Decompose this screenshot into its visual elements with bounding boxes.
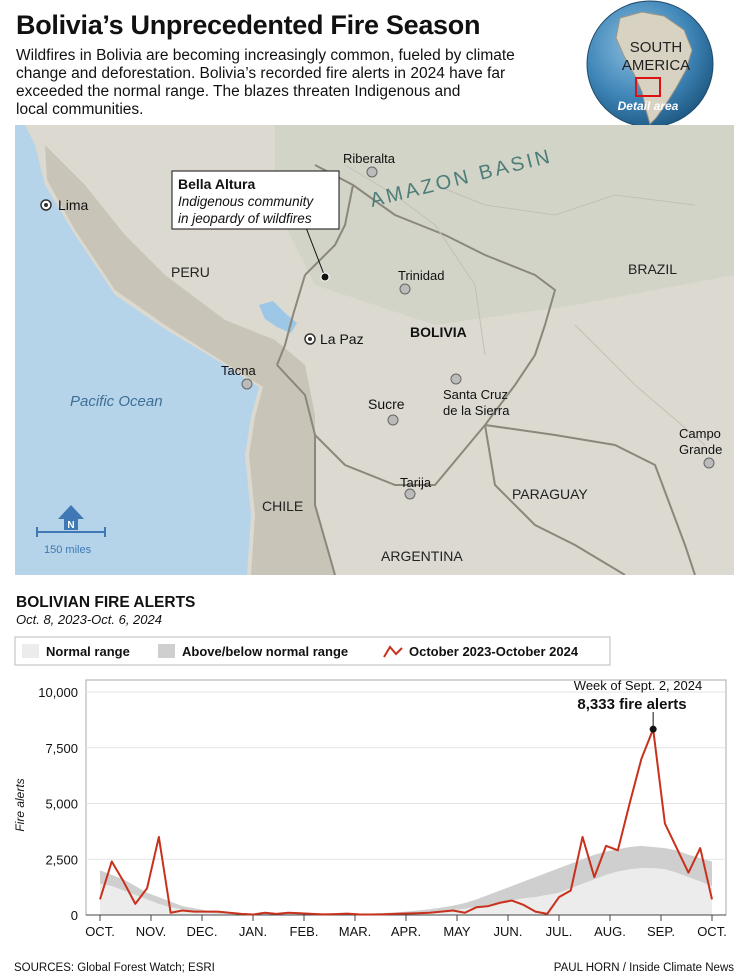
map: AMAZON BASIN Pacific Ocean PERU BOLIVIA … — [15, 125, 734, 575]
chart-title: BOLIVIAN FIRE ALERTS — [16, 594, 195, 611]
locator-globe: SOUTH AMERICA Detail area — [586, 0, 714, 128]
x-tick-label: JUL. — [546, 924, 573, 939]
ocean — [15, 125, 259, 575]
city-tarija: Tarija — [400, 475, 432, 500]
detail-area-label: Detail area — [618, 99, 679, 113]
svg-text:Bella Altura: Bella Altura — [178, 176, 255, 192]
bella-altura-callout: Bella Altura Indigenous community in jeo… — [171, 170, 340, 282]
ocean-label: Pacific Ocean — [70, 393, 163, 410]
country-peru: PERU — [171, 264, 210, 280]
intro-line: change and deforestation. Bolivia’s reco… — [16, 65, 506, 82]
chart-subtitle: Oct. 8, 2023-Oct. 6, 2024 — [16, 612, 162, 627]
north-arrow: N — [58, 505, 84, 531]
x-tick-label: OCT. — [85, 924, 115, 939]
svg-text:de la Sierra: de la Sierra — [443, 403, 510, 418]
city-santa-cruz: Santa Cruz de la Sierra — [443, 373, 510, 418]
normal-range-area — [100, 868, 712, 915]
svg-text:Grande: Grande — [679, 442, 722, 457]
country-chile: CHILE — [262, 498, 303, 514]
x-tick-label: AUG. — [594, 924, 626, 939]
city-campo-grande: Campo Grande — [679, 426, 722, 469]
svg-text:Campo: Campo — [679, 426, 721, 441]
scale-bar: 150 miles — [36, 527, 106, 556]
detail-area-box — [635, 77, 661, 97]
y-tick-label: 7,500 — [45, 741, 78, 756]
x-tick-label: DEC. — [186, 924, 217, 939]
series-line — [99, 728, 713, 916]
x-tick-label: FEB. — [290, 924, 319, 939]
svg-text:La Paz: La Paz — [320, 331, 364, 347]
y-tick-label: 0 — [71, 908, 78, 923]
credit-text: PAUL HORN / Inside Climate News — [553, 962, 734, 974]
intro-text: Wildfires in Bolivia are becoming increa… — [16, 47, 576, 119]
peak-annotation: Week of Sept. 2, 2024 8,333 fire alerts — [574, 678, 702, 713]
x-ticks: OCT. NOV. DEC. JAN. FEB. MAR. APR. MAY JUN. JUL. A… — [85, 915, 727, 939]
locator-label: SOUTH — [630, 39, 683, 56]
svg-text:150 miles: 150 miles — [44, 544, 92, 556]
country-bolivia: BOLIVIA — [410, 324, 467, 340]
amazon-terrain — [275, 125, 734, 325]
x-tick-label: APR. — [391, 924, 421, 939]
south-america-shape — [615, 11, 693, 125]
svg-text:Tacna: Tacna — [221, 363, 256, 378]
legend-item: Normal range — [46, 644, 130, 659]
legend-swatch-normal — [22, 644, 39, 658]
page-title: Bolivia’s Unprecedented Fire Season — [16, 10, 481, 40]
legend-swatch-above-below — [158, 644, 175, 658]
svg-text:Indigenous community: Indigenous community — [178, 194, 314, 209]
svg-text:N: N — [67, 520, 74, 531]
x-tick-label: JUN. — [494, 924, 523, 939]
intro-line: exceeded the normal range. The blazes th… — [16, 83, 461, 100]
svg-text:Trinidad: Trinidad — [398, 268, 444, 283]
country-argentina: ARGENTINA — [381, 548, 463, 564]
city-lima: Lima — [40, 197, 89, 213]
x-tick-label: MAY — [443, 924, 471, 939]
intro-line: local communities. — [16, 101, 144, 118]
svg-text:Santa Cruz: Santa Cruz — [443, 387, 508, 402]
legend-item: Above/below normal range — [182, 644, 348, 659]
annotation-line1: Week of Sept. 2, 2024 — [574, 678, 702, 693]
andes-terrain — [45, 145, 335, 575]
peak-point — [649, 725, 657, 733]
svg-text:Tarija: Tarija — [400, 475, 432, 490]
y-tick-label: 10,000 — [38, 685, 78, 700]
legend-item: October 2023-October 2024 — [409, 644, 579, 659]
x-tick-label: OCT. — [697, 924, 727, 939]
y-ticks: 10,000 7,500 5,000 2,500 0 — [38, 685, 78, 923]
svg-text:in jeopardy of wildfires: in jeopardy of wildfires — [178, 211, 312, 226]
plot-area — [85, 679, 727, 916]
city-sucre: Sucre — [368, 396, 405, 426]
svg-text:Sucre: Sucre — [368, 396, 405, 412]
y-tick-label: 5,000 — [45, 797, 78, 812]
city-tacna: Tacna — [221, 363, 256, 390]
legend: Normal range Above/below normal range Oc… — [14, 636, 611, 666]
x-tick-label: SEP. — [647, 924, 675, 939]
country-paraguay: PARAGUAY — [512, 486, 588, 502]
y-axis-label: Fire alerts — [13, 778, 27, 831]
intro-line: Wildfires in Bolivia are becoming increa… — [16, 47, 515, 64]
lake-titicaca — [259, 301, 297, 333]
sources-text: SOURCES: Global Forest Watch; ESRI — [14, 962, 215, 974]
x-tick-label: JAN. — [239, 924, 267, 939]
city-trinidad: Trinidad — [398, 268, 444, 295]
locator-label: AMERICA — [622, 57, 690, 74]
rivers — [344, 164, 706, 446]
svg-text:Lima: Lima — [58, 197, 89, 213]
country-brazil: BRAZIL — [628, 261, 677, 277]
y-tick-label: 2,500 — [45, 852, 78, 867]
legend-swatch-line — [383, 645, 403, 658]
x-tick-label: NOV. — [136, 924, 167, 939]
above-below-range-area — [100, 845, 712, 915]
annotation-line2: 8,333 fire alerts — [577, 696, 686, 713]
fire-alerts-chart: BOLIVIAN FIRE ALERTS Oct. 8, 2023-Oct. 6… — [13, 594, 727, 939]
borders — [276, 164, 696, 575]
x-tick-label: MAR. — [339, 924, 372, 939]
city-la-paz: La Paz — [304, 331, 364, 347]
svg-text:Riberalta: Riberalta — [343, 151, 396, 166]
city-riberalta: Riberalta — [343, 151, 396, 178]
